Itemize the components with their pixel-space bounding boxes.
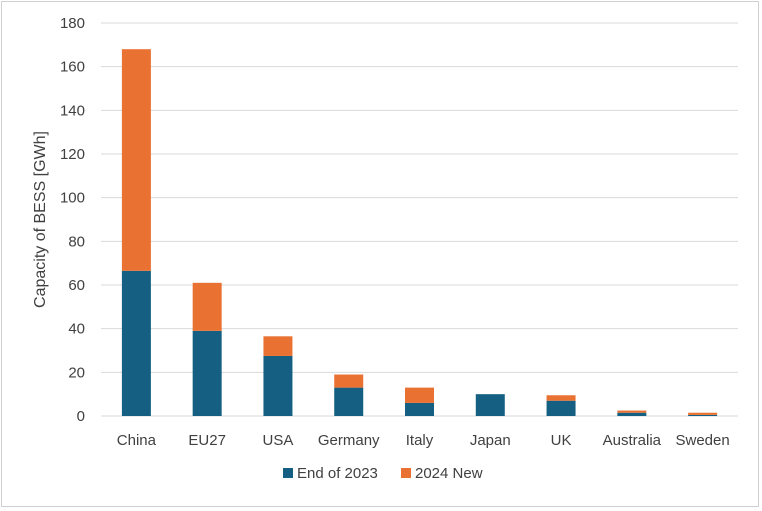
bar-china-series-2 (121, 49, 151, 271)
bar-sweden-series-2 (688, 412, 718, 415)
y-tick-label-100: 100 (60, 190, 85, 207)
bar-usa-series-2 (263, 336, 293, 356)
x-category-label-italy: Italy (406, 432, 434, 449)
y-tick-label-140: 140 (60, 102, 85, 119)
bar-china-series-1 (121, 270, 151, 416)
x-category-label-china: China (117, 432, 157, 449)
bar-italy-series-2 (405, 387, 434, 403)
bar-uk-series-1 (546, 400, 576, 416)
bar-australia-series-1 (617, 412, 647, 416)
y-tick-label-0: 0 (77, 408, 85, 425)
legend: End of 2023 2024 New (283, 465, 483, 482)
legend-swatch-1 (283, 468, 293, 478)
y-tick-label-120: 120 (60, 146, 85, 163)
stacked-bar-chart: 0 20 40 60 80 100 120 140 160 180 China EU27 USA Ger… (32, 15, 738, 482)
bar-australia-series-2 (617, 410, 647, 413)
bar-eu27-series-2 (192, 282, 222, 331)
bar-italy-series-1 (405, 402, 434, 416)
bar-usa-series-1 (263, 355, 293, 416)
x-category-label-uk: UK (551, 432, 572, 449)
bar-eu27-series-1 (192, 330, 222, 416)
bar-sweden-series-1 (688, 414, 718, 416)
x-category-label-usa: USA (263, 432, 294, 449)
legend-label-1: End of 2023 (297, 465, 378, 482)
y-axis-ticks: 0 20 40 60 80 100 120 140 160 180 (60, 15, 85, 425)
bar-germany-series-2 (334, 374, 364, 388)
x-category-label-australia: Australia (603, 432, 662, 449)
x-category-label-japan: Japan (470, 432, 511, 449)
y-tick-label-20: 20 (68, 364, 85, 381)
legend-label-2: 2024 New (415, 465, 483, 482)
y-tick-label-40: 40 (68, 321, 85, 338)
legend-swatch-2 (401, 468, 411, 478)
y-tick-label-180: 180 (60, 15, 85, 32)
bar-germany-series-1 (334, 387, 364, 416)
bars (121, 49, 718, 416)
x-category-label-sweden: Sweden (676, 432, 730, 449)
y-axis-title: Capacity of BESS [GWh] (32, 131, 49, 308)
x-category-label-eu27: EU27 (188, 432, 226, 449)
y-tick-label-80: 80 (68, 233, 85, 250)
y-tick-label-160: 160 (60, 59, 85, 76)
x-category-label-germany: Germany (318, 432, 380, 449)
y-tick-label-60: 60 (68, 277, 85, 294)
x-axis-category-labels: China EU27 USA Germany Italy Japan UK Australia… (117, 432, 730, 449)
bar-japan-series-1 (475, 394, 505, 416)
bar-uk-series-2 (546, 395, 576, 401)
